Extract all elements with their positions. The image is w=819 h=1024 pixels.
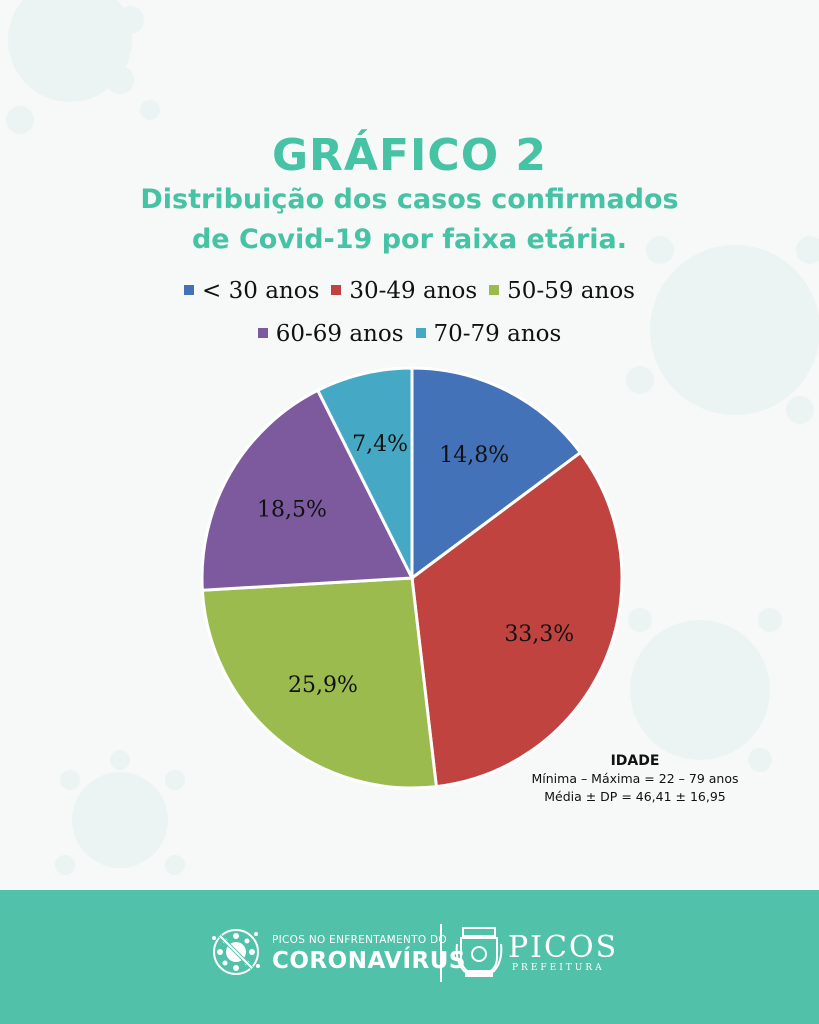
legend-item: 30-49 anos [331,278,477,304]
campaign-big-text: CORONAVÍRUS [272,948,466,974]
pie-slice [200,388,415,592]
city-subtitle: PREFEITURA [512,963,605,973]
legend-swatch [257,328,268,338]
legend-row-2: 60-69 anos 70-79 anos [0,321,819,347]
legend-row-1: < 30 anos 30-49 anos 50-59 anos [0,278,819,304]
chart-subtitle: Distribuição dos casos confirmados de Co… [0,180,819,260]
coat-of-arms-icon [455,927,503,978]
footer-divider [440,924,442,982]
city-name: PICOS [508,930,619,965]
campaign-small-text: PICOS NO ENFRENTAMENTO DO [272,934,447,946]
stats-heading: IDADE [610,753,660,769]
subtitle-line-2: de Covid-19 por faixa etária. [191,224,628,255]
legend-swatch [415,328,426,338]
legend-item: 60-69 anos [257,321,404,347]
subtitle-line-1: Distribuição dos casos confirmados [140,184,679,215]
pie-data-label: 33,3% [504,622,574,647]
prefeitura-logo-text: PICOS PREFEITURA [508,930,618,973]
age-stats: IDADE Mínima – Máxima = 22 – 79 anos Méd… [520,752,750,806]
pie-slice [315,366,414,579]
campaign-logo-text: PICOS NO ENFRENTAMENTO DO CORONAVÍRUS [272,934,466,974]
legend-label: 60-69 anos [275,321,404,347]
pie-data-label: 25,9% [288,673,358,698]
pie-data-label: 7,4% [352,432,408,457]
pie-slice [410,366,583,581]
pie-slice [410,450,624,789]
legend-swatch [184,285,195,295]
stats-min-max: Mínima – Máxima = 22 – 79 anos [531,771,739,786]
legend-item: 70-79 anos [415,321,562,347]
legend-label: 50-59 anos [507,278,635,304]
pie-data-label: 14,8% [439,443,509,468]
pie-slice [200,576,439,790]
legend-swatch [489,285,500,295]
legend-item: < 30 anos [184,278,319,304]
no-virus-icon [212,929,260,975]
stats-mean-sd: Média ± DP = 46,41 ± 16,95 [544,789,726,804]
legend-item: 50-59 anos [489,278,635,304]
legend-label: 30-49 anos [349,278,478,304]
legend-label: < 30 anos [202,278,320,304]
footer-bar [0,890,819,1024]
legend-label: 70-79 anos [433,321,562,347]
pie-data-label: 18,5% [257,498,327,523]
legend-swatch [331,285,342,295]
chart-title: GRÁFICO 2 [271,130,548,181]
